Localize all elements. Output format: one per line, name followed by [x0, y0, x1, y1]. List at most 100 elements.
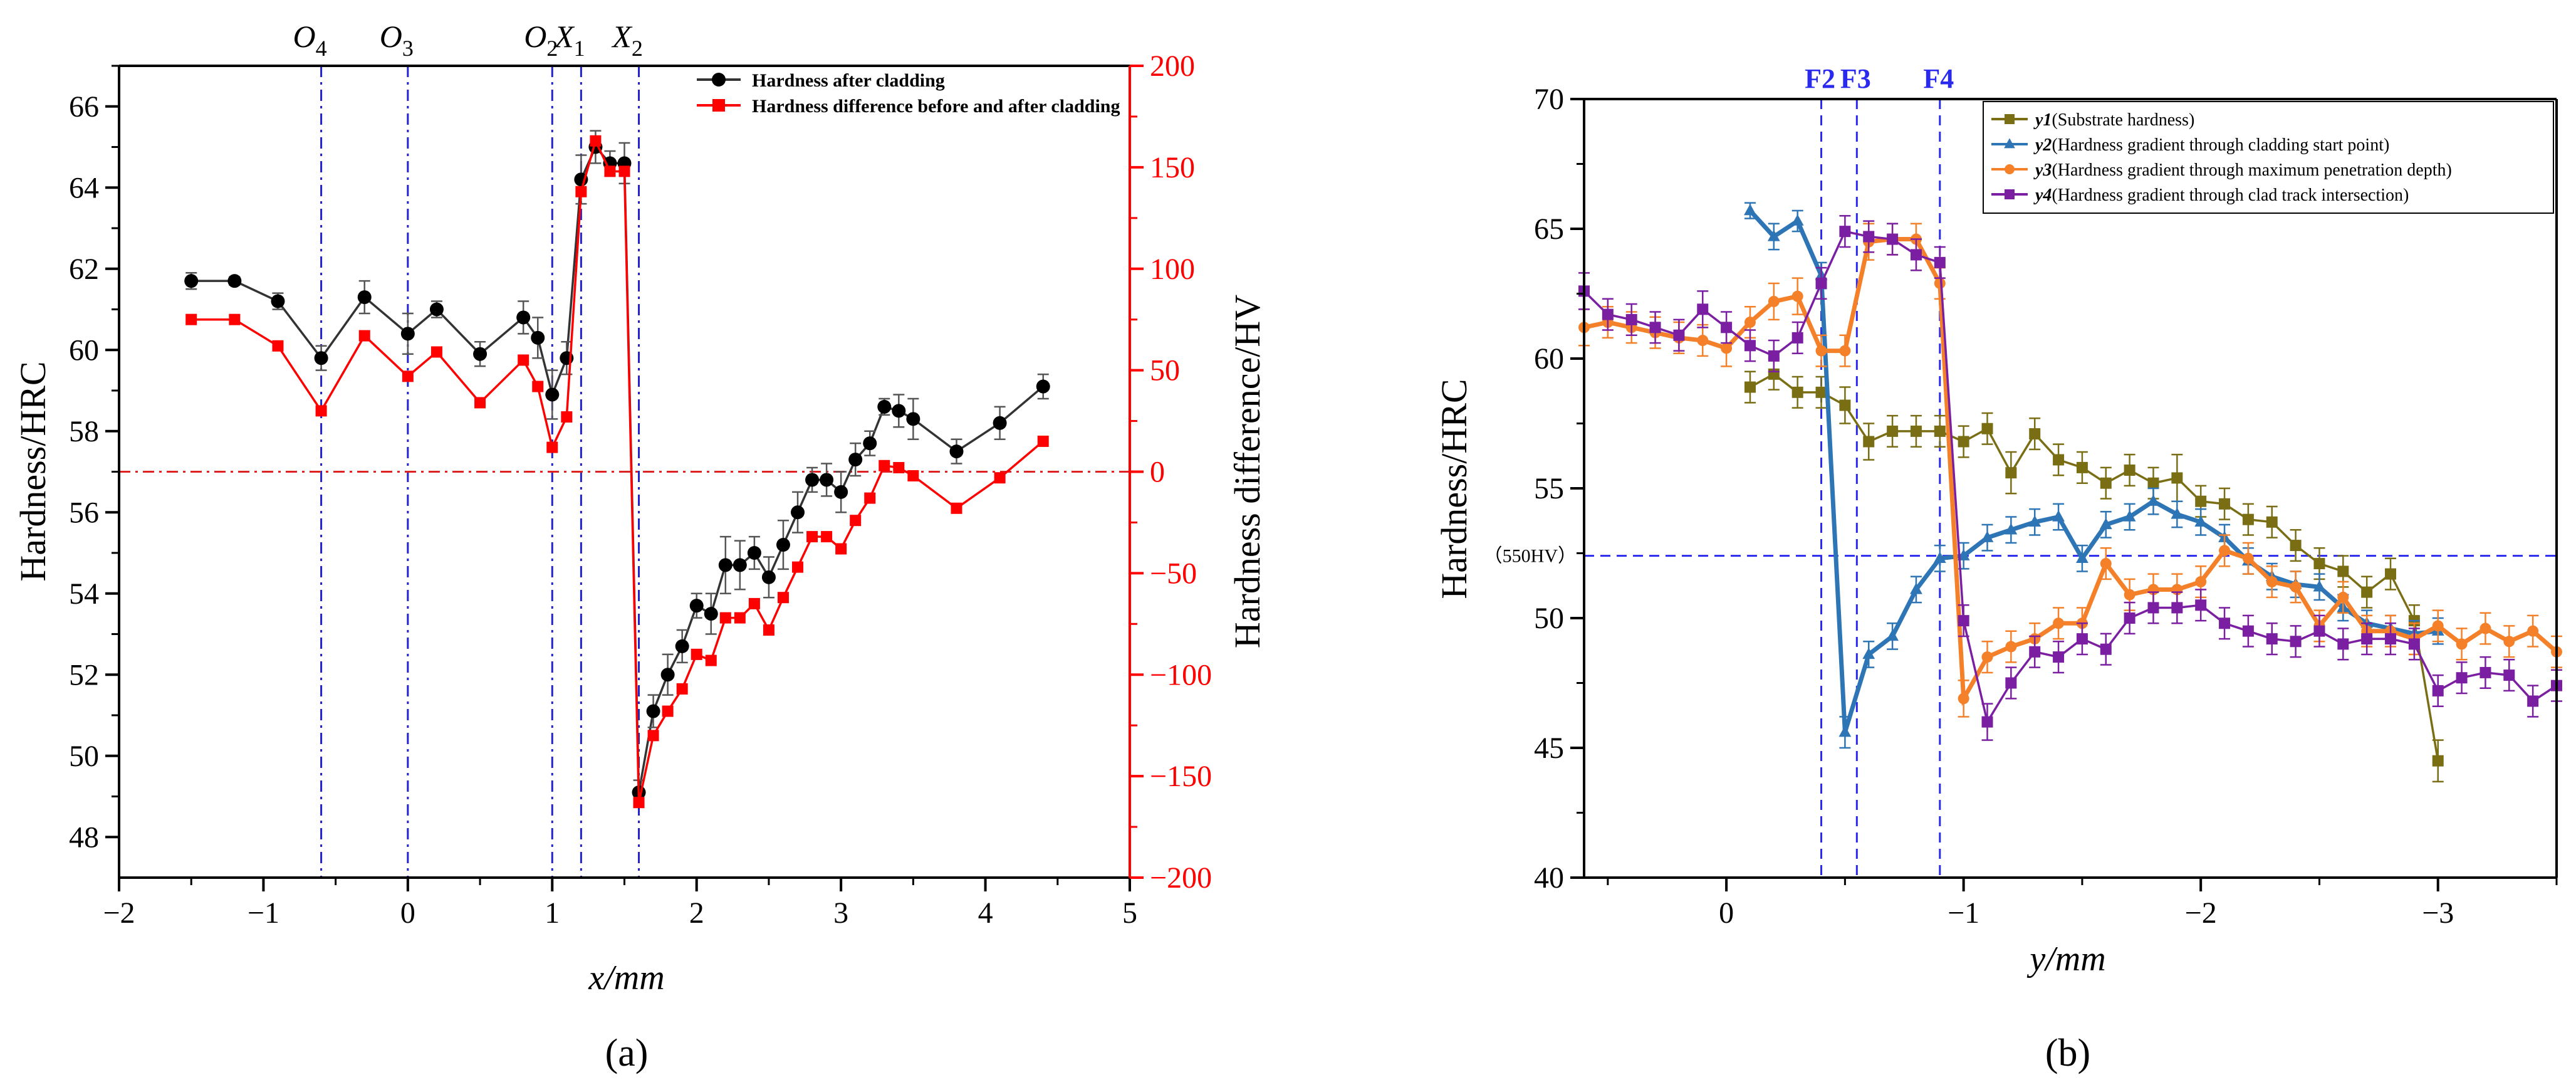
a-s0-point-9 — [531, 330, 545, 345]
b-s0-point-27 — [2385, 568, 2397, 580]
a-s1-point-8 — [518, 354, 529, 366]
a-s1-point-4 — [358, 330, 370, 342]
a-vline-label-base-4: X — [611, 19, 633, 54]
b-s0-point-25 — [2337, 565, 2349, 577]
a-s1-point-26 — [777, 592, 789, 604]
b-left-axis-title: Hardness/HRC — [1434, 379, 1474, 599]
a-yl-tick-label-0: 48 — [69, 821, 99, 854]
b-legend-label-0: y1(Substrate hardness) — [2033, 110, 2194, 130]
b-legend-label-name-2: y3 — [2033, 160, 2052, 180]
b-vline-label-0: F2 — [1805, 63, 1835, 94]
a-s0-point-0 — [184, 274, 199, 288]
a-s0-point-36 — [949, 444, 964, 459]
b-s3-point-19 — [2029, 646, 2041, 658]
b-s0-point-24 — [2313, 558, 2325, 570]
b-s3-point-17 — [1981, 716, 1993, 728]
a-s1-point-15 — [618, 165, 630, 177]
b-s3-point-27 — [2219, 617, 2231, 629]
b-s3-point-40 — [2527, 695, 2539, 707]
a-s1-point-22 — [719, 612, 731, 624]
b-s0-point-7 — [1910, 425, 1922, 437]
a-s1-point-16 — [633, 797, 645, 809]
a-s1-point-25 — [763, 624, 774, 636]
a-yr-tick-label-8: 200 — [1150, 50, 1195, 83]
b-legend-marker-3 — [2005, 189, 2015, 199]
a-s0-point-8 — [516, 310, 531, 325]
a-yr-tick-label-1: −150 — [1150, 760, 1212, 793]
b-s3-point-2 — [1625, 313, 1637, 325]
b-s2-point-18 — [2005, 641, 2017, 653]
a-s1-point-35 — [907, 470, 919, 481]
b-s1-point-11 — [2005, 523, 2018, 535]
b-s3-point-33 — [2361, 633, 2373, 645]
a-vline-label-sub-3: 1 — [574, 36, 585, 61]
b-s1-point-13 — [2052, 510, 2065, 522]
a-yr-tick-label-6: 100 — [1150, 253, 1195, 286]
b-xlabel-var: y/mm — [2026, 940, 2105, 979]
a-vline-label-base-1: O — [380, 19, 402, 54]
a-s0-point-29 — [820, 473, 834, 487]
b-x-tick-label-2: −2 — [2185, 896, 2217, 930]
b-s1-point-7 — [1910, 582, 1922, 594]
b-s0-point-16 — [2124, 465, 2135, 476]
b-s2-point-15 — [1934, 277, 1946, 289]
a-s1-point-3 — [315, 405, 327, 417]
b-s3-point-3 — [1649, 322, 1661, 333]
b-s3-point-14 — [1910, 249, 1922, 261]
b-y-tick-label-6: 70 — [1534, 83, 1564, 116]
b-s0-point-5 — [1863, 436, 1875, 448]
a-yl-tick-label-3: 54 — [69, 577, 99, 611]
a-yr-tick-label-0: −200 — [1150, 861, 1212, 895]
a-s0-point-23 — [733, 558, 747, 572]
a-x-axis-title: x/mm — [588, 958, 664, 997]
b-s2-point-11 — [1839, 345, 1851, 357]
b-y-tick-label-2: 50 — [1534, 602, 1564, 635]
a-s0-point-25 — [761, 570, 776, 584]
b-s3-point-10 — [1815, 277, 1827, 289]
b-legend-marker-2 — [2005, 164, 2015, 174]
a-vline-label-base-0: O — [293, 19, 316, 54]
b-s0-point-29 — [2432, 755, 2444, 767]
a-yl-tick-label-7: 62 — [69, 253, 99, 286]
b-s0-point-9 — [1958, 436, 1969, 448]
a-s0-point-18 — [660, 668, 675, 682]
a-s1-point-32 — [864, 492, 876, 504]
b-y-tick-label-0: 40 — [1534, 861, 1564, 895]
a-s1-point-36 — [951, 502, 962, 514]
a-s0-point-19 — [675, 639, 689, 653]
a-right-axis-title: Hardness difference/HV — [1227, 295, 1268, 648]
b-s0-point-15 — [2100, 477, 2112, 489]
b-series-line-1 — [1748, 209, 2439, 733]
a-s0-point-6 — [429, 302, 444, 317]
b-s0-point-20 — [2219, 498, 2231, 510]
b-s0-point-14 — [2076, 461, 2088, 473]
b-s0-point-13 — [2053, 454, 2065, 466]
a-yl-tick-label-6: 60 — [69, 333, 99, 367]
b-s3-point-20 — [2053, 651, 2065, 663]
b-series-line-2 — [1583, 237, 2558, 706]
b-legend-label-2: y3(Hardness gradient through maximum pen… — [2033, 160, 2452, 180]
b-s2-point-39 — [2503, 636, 2515, 648]
a-s1-point-30 — [835, 543, 847, 555]
b-s1-point-0 — [1744, 204, 1756, 216]
b-s1-point-4 — [1838, 725, 1852, 737]
b-s2-point-29 — [2266, 576, 2278, 588]
a-vline-label-base-3: X — [553, 19, 575, 54]
b-s2-point-32 — [2337, 591, 2349, 603]
a-s1-point-33 — [879, 459, 890, 471]
b-legend-marker-1 — [2004, 138, 2015, 149]
b-x-tick-label-3: −3 — [2422, 896, 2454, 930]
b-legend: y1(Substrate hardness)y2(Hardness gradie… — [1983, 101, 2554, 214]
b-s2-point-40 — [2527, 625, 2539, 637]
b-s3-point-29 — [2266, 633, 2278, 645]
b-s2-point-38 — [2480, 622, 2491, 634]
b-legend-label-desc-3: (Hardness gradient through clad track in… — [2052, 186, 2409, 205]
a-s0-point-5 — [400, 327, 415, 341]
a-yr-tick-label-5: 50 — [1150, 354, 1180, 387]
b-s1-point-15 — [2099, 518, 2112, 530]
b-legend-label-name-3: y4 — [2033, 186, 2052, 205]
b-s0-point-8 — [1934, 425, 1946, 437]
b-s1-point-1 — [1767, 229, 1780, 241]
a-yl-tick-label-1: 50 — [69, 740, 99, 773]
a-vline-label-sub-2: 2 — [546, 36, 558, 61]
